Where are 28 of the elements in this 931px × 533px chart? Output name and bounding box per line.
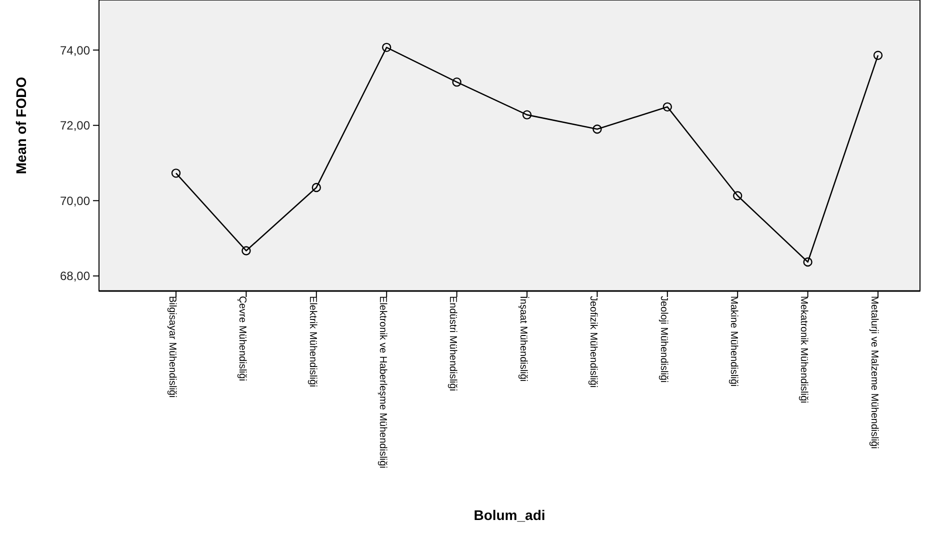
point (242, 246, 251, 256)
point (803, 257, 812, 267)
x-tick-label: Metalurji ve Malzeme Mühendisliği (868, 296, 880, 449)
point (522, 110, 532, 120)
point (873, 50, 883, 60)
point (312, 182, 321, 192)
x-tick-label: Mekatronik Mühendisliği (798, 296, 810, 404)
point (171, 168, 181, 178)
y-tick-label: 74,00 (60, 43, 90, 58)
x-tick-label: Jeofizik Mühendisliği (588, 296, 599, 388)
x-tick-label: Elektronik ve Haberleşme Mühendisliği (376, 296, 388, 468)
x-tick-label: İnşaat Mühendisliği (517, 296, 530, 382)
point (592, 124, 602, 134)
x-axis-title: Bolum_adi (474, 507, 546, 523)
y-tick-label: 68,00 (60, 269, 90, 284)
point (662, 102, 672, 112)
x-tick-label: Bilgisayar Mühendisliği (166, 296, 178, 398)
x-tick-label: Endüstri Mühendisliği (447, 296, 458, 392)
point (452, 77, 462, 87)
point (382, 42, 392, 52)
y-tick-label: 70,00 (60, 194, 90, 208)
point (733, 191, 742, 200)
x-tick-label: Elektrik Mühendisliği (306, 296, 318, 388)
x-tick-label: Makine Mühendisliği (728, 296, 739, 387)
y-tick-label: 72,00 (60, 118, 90, 133)
y-axis-title: Mean of FODO (13, 76, 29, 174)
x-tick-label: Çevre Mühendisliği (236, 296, 248, 382)
x-tick-label: Jeoloji Mühendisliği (658, 296, 669, 383)
